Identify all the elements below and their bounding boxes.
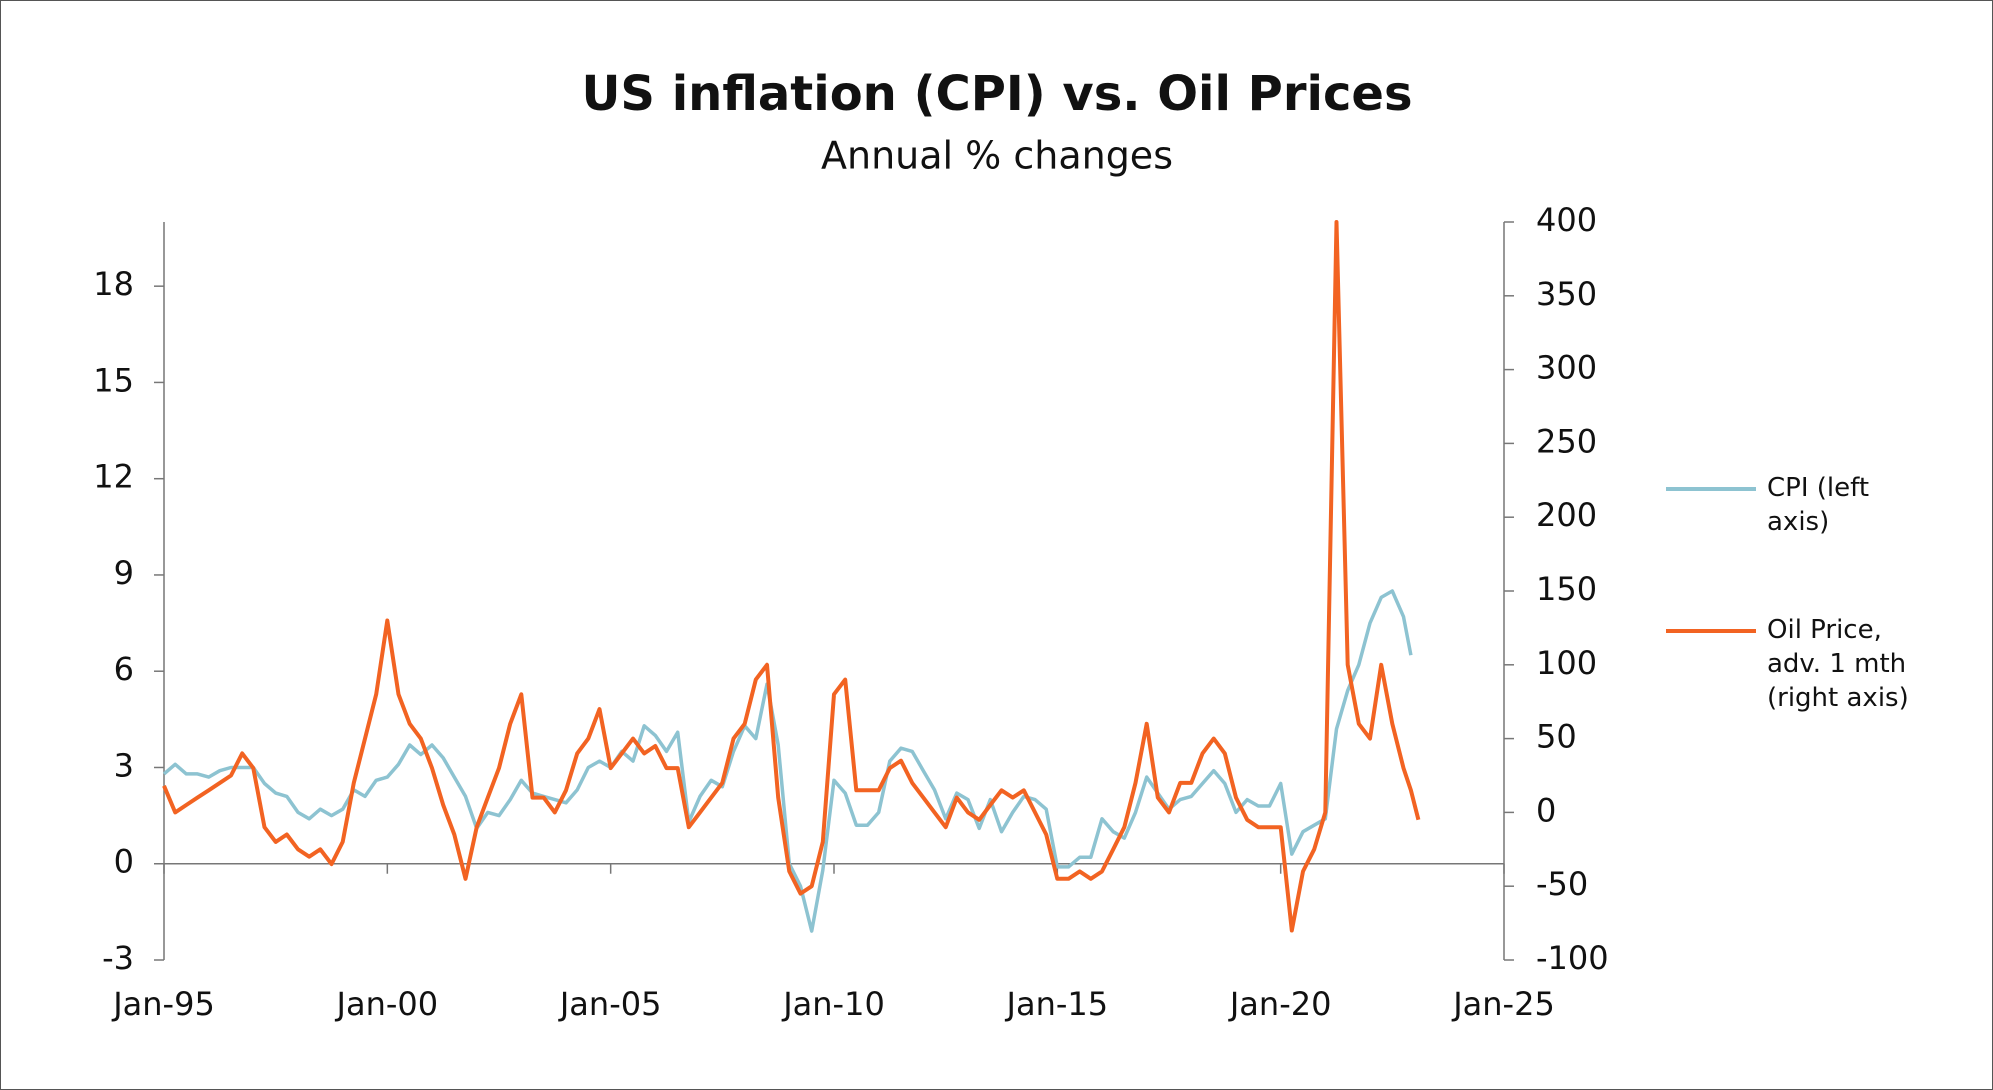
line-series [162,589,1413,933]
y2-tick-label: 0 [1536,791,1556,829]
y-tick-label: 6 [114,650,134,688]
x-tick-label: Jan-25 [1451,985,1555,1023]
chart-subtitle: Annual % changes [821,134,1173,178]
y2-tick-label: -100 [1536,939,1609,977]
y-tick-label: 15 [93,361,134,399]
x-tick-label: Jan-00 [335,985,439,1023]
y-tick-label: 12 [93,458,134,496]
chart-title: US inflation (CPI) vs. Oil Prices [581,66,1412,122]
x-tick-label: Jan-05 [558,985,662,1023]
y-tick-label: 3 [114,746,134,784]
x-tick-label: Jan-95 [111,985,215,1023]
y2-tick-label: 400 [1536,201,1597,239]
y2-tick-label: 150 [1536,570,1597,608]
y-tick-label: 18 [93,265,134,303]
y2-tick-label: 200 [1536,496,1597,534]
y-tick-label: 9 [114,554,134,592]
x-tick-label: Jan-20 [1228,985,1332,1023]
legend-label: Oil Price, adv. 1 mth (right axis) [1767,615,1909,713]
legend-label: CPI (left axis) [1767,473,1870,537]
y2-tick-label: 300 [1536,349,1597,387]
x-tick-label: Jan-10 [781,985,885,1023]
line-series [162,220,1421,933]
x-tick-label: Jan-15 [1005,985,1109,1023]
y2-tick-label: -50 [1536,865,1588,903]
y-tick-label: -3 [102,939,134,977]
y2-tick-label: 100 [1536,644,1597,682]
y2-tick-label: 50 [1536,718,1577,756]
y2-tick-label: 250 [1536,422,1597,460]
y2-tick-label: 350 [1536,275,1597,313]
y-tick-label: 0 [114,843,134,881]
